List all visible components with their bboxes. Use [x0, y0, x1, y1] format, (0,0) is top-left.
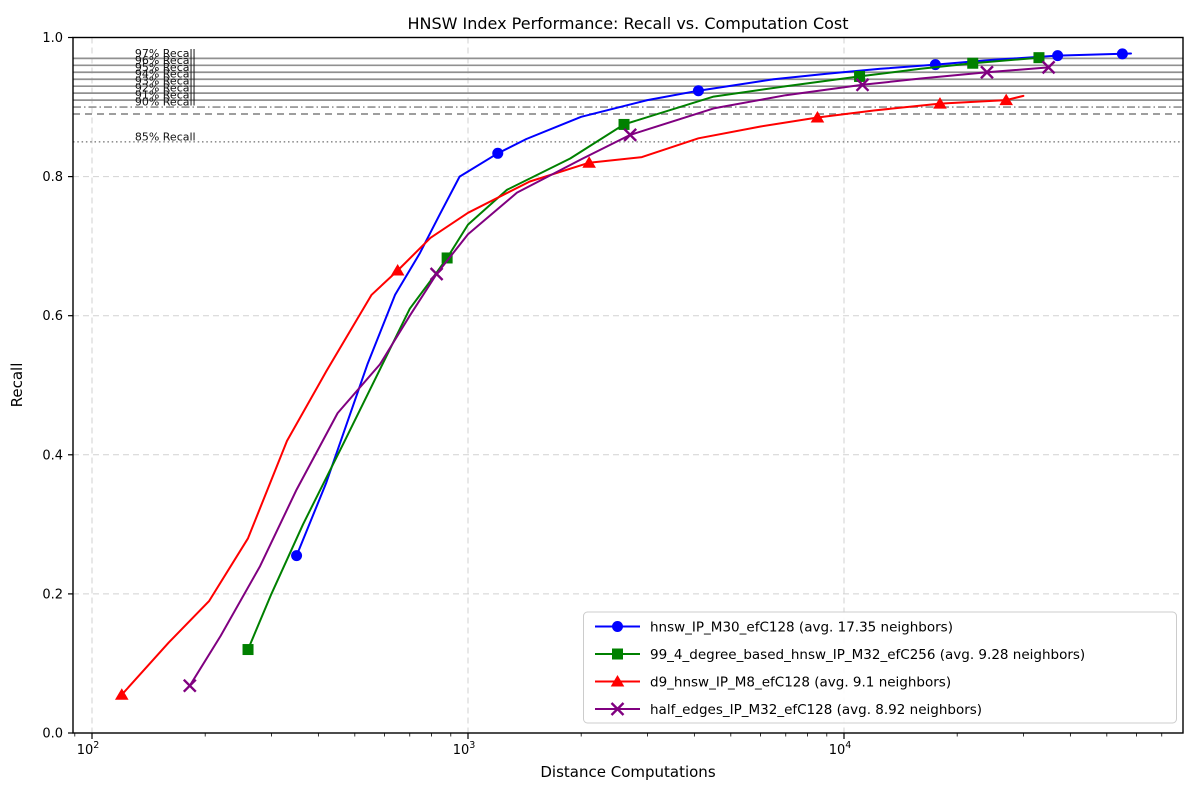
series-line-0 — [295, 52, 1132, 557]
data-point-triangle — [390, 263, 405, 276]
threshold-label-95: 95% Recall — [135, 61, 196, 74]
data-point-square — [1033, 52, 1045, 64]
y-tick-label: 0.4 — [42, 448, 63, 463]
data-point-circle — [692, 85, 704, 97]
data-point-square — [441, 252, 453, 264]
data-point-triangle — [810, 110, 825, 123]
threshold-label-96: 96% Recall — [135, 54, 196, 67]
data-point-triangle — [610, 675, 625, 687]
data-point-x — [855, 77, 870, 92]
data-point-x — [980, 65, 994, 80]
legend: hnsw_IP_M30_efC128 (avg. 17.35 neighbors… — [583, 611, 1177, 724]
threshold-label-94: 94% Recall — [135, 68, 196, 81]
data-point-circle — [291, 550, 303, 562]
threshold-label-91: 91% Recall — [135, 89, 196, 102]
legend-box — [583, 611, 1177, 724]
y-tick-label: 0.0 — [42, 727, 63, 742]
series-2 — [114, 93, 1025, 700]
legend-entry-0: hnsw_IP_M30_efC128 (avg. 17.35 neighbors… — [595, 620, 953, 636]
chart-title: HNSW Index Performance: Recall vs. Compu… — [407, 14, 848, 33]
data-point-square — [618, 118, 630, 130]
y-tick-label: 1.0 — [42, 31, 63, 46]
x-axis-label: Distance Computations — [540, 763, 715, 781]
data-point-circle — [1116, 48, 1128, 60]
data-point-x — [182, 678, 197, 693]
data-point-square — [854, 70, 866, 82]
threshold-label-97: 97% Recall — [135, 47, 196, 60]
threshold-label-92: 92% Recall — [135, 82, 196, 95]
threshold-label-93: 93% Recall — [135, 75, 196, 88]
legend-label-2: d9_hnsw_IP_M8_efC128 (avg. 9.1 neighbors… — [650, 675, 951, 691]
data-point-triangle — [999, 93, 1013, 106]
threshold-label-90: 90% Recall — [135, 96, 196, 109]
legend-entry-3: half_edges_IP_M32_efC128 (avg. 8.92 neig… — [595, 702, 982, 718]
series-0 — [291, 48, 1132, 562]
series-line-2 — [120, 94, 1025, 696]
data-point-triangle — [582, 156, 596, 168]
y-axis-label: Recall — [8, 363, 26, 408]
legend-label-1: 99_4_degree_based_hnsw_IP_M32_efC256 (av… — [650, 647, 1085, 663]
data-point-square — [612, 648, 623, 660]
y-tick-label: 0.2 — [42, 587, 63, 602]
legend-label-0: hnsw_IP_M30_efC128 (avg. 17.35 neighbors… — [650, 620, 953, 636]
y-tick-label: 0.6 — [42, 309, 63, 324]
data-point-circle — [1052, 50, 1064, 62]
threshold-label-85: 85% Recall — [135, 130, 196, 143]
axes-spines — [72, 36, 1184, 734]
series-line-1 — [247, 56, 1040, 651]
data-point-circle — [492, 147, 504, 159]
x-tick-label: 102 — [77, 740, 100, 758]
data-point-x — [1041, 60, 1056, 75]
data-point-x — [610, 702, 625, 716]
x-tick-label: 103 — [453, 740, 476, 758]
series-line-3 — [188, 66, 1050, 687]
data-point-triangle — [933, 97, 947, 109]
legend-entry-1: 99_4_degree_based_hnsw_IP_M32_efC256 (av… — [595, 647, 1085, 663]
data-point-x — [429, 267, 444, 281]
data-point-square — [967, 57, 979, 69]
y-tick-label: 0.8 — [42, 170, 63, 185]
x-tick-label: 104 — [829, 740, 852, 758]
data-point-x — [623, 128, 638, 142]
data-point-triangle — [114, 688, 129, 700]
series-3 — [182, 60, 1056, 693]
data-point-square — [242, 644, 254, 656]
legend-entry-2: d9_hnsw_IP_M8_efC128 (avg. 9.1 neighbors… — [595, 675, 951, 691]
legend-label-3: half_edges_IP_M32_efC128 (avg. 8.92 neig… — [650, 702, 982, 718]
data-point-circle — [612, 621, 623, 632]
series-1 — [242, 52, 1045, 656]
